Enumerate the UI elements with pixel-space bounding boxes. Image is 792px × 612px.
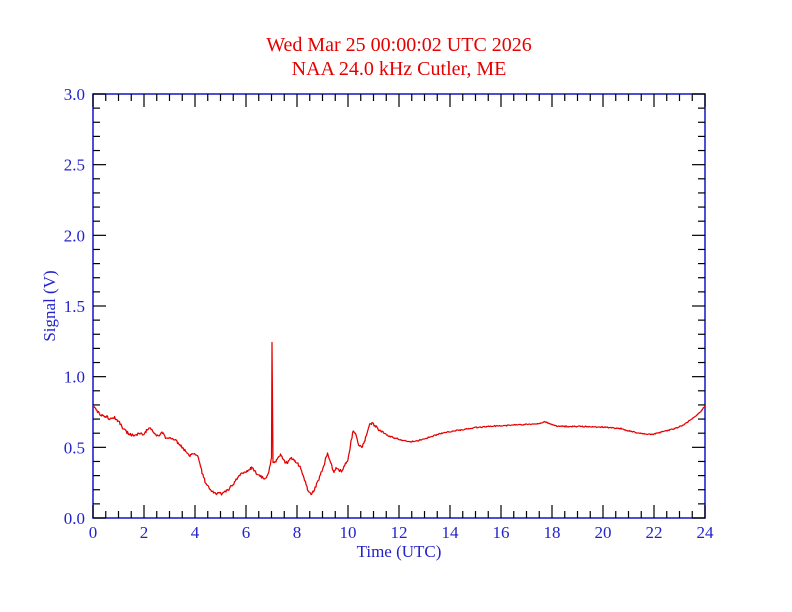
y-tick-label: 2.5 [64,156,85,175]
y-tick-label: 0.5 [64,438,85,457]
signal-trace [92,341,706,496]
y-tick-label: 1.5 [64,297,85,316]
x-axis-label: Time (UTC) [356,542,442,561]
x-tick-label: 0 [89,523,98,542]
plot-title-station: NAA 24.0 kHz Cutler, ME [291,58,507,80]
x-tick-label: 6 [242,523,251,542]
x-tick-label: 10 [340,523,357,542]
x-tick-label: 12 [391,523,408,542]
x-tick-label: 24 [697,523,715,542]
x-tick-label: 2 [140,523,149,542]
y-tick-label: 3.0 [64,85,85,104]
y-tick-label: 1.0 [64,368,85,387]
x-tick-label: 22 [646,523,663,542]
plot-border [92,93,706,519]
y-tick-label: 0.0 [64,509,85,528]
x-tick-label: 8 [293,523,302,542]
x-tick-label: 4 [191,523,200,542]
x-tick-label: 20 [595,523,612,542]
x-tick-label: 18 [544,523,561,542]
plot-title-timestamp: Wed Mar 25 00:00:02 UTC 2026 [266,34,532,56]
x-tick-label: 16 [493,523,510,542]
x-tick-label: 14 [442,523,460,542]
y-tick-label: 2.0 [64,226,85,245]
